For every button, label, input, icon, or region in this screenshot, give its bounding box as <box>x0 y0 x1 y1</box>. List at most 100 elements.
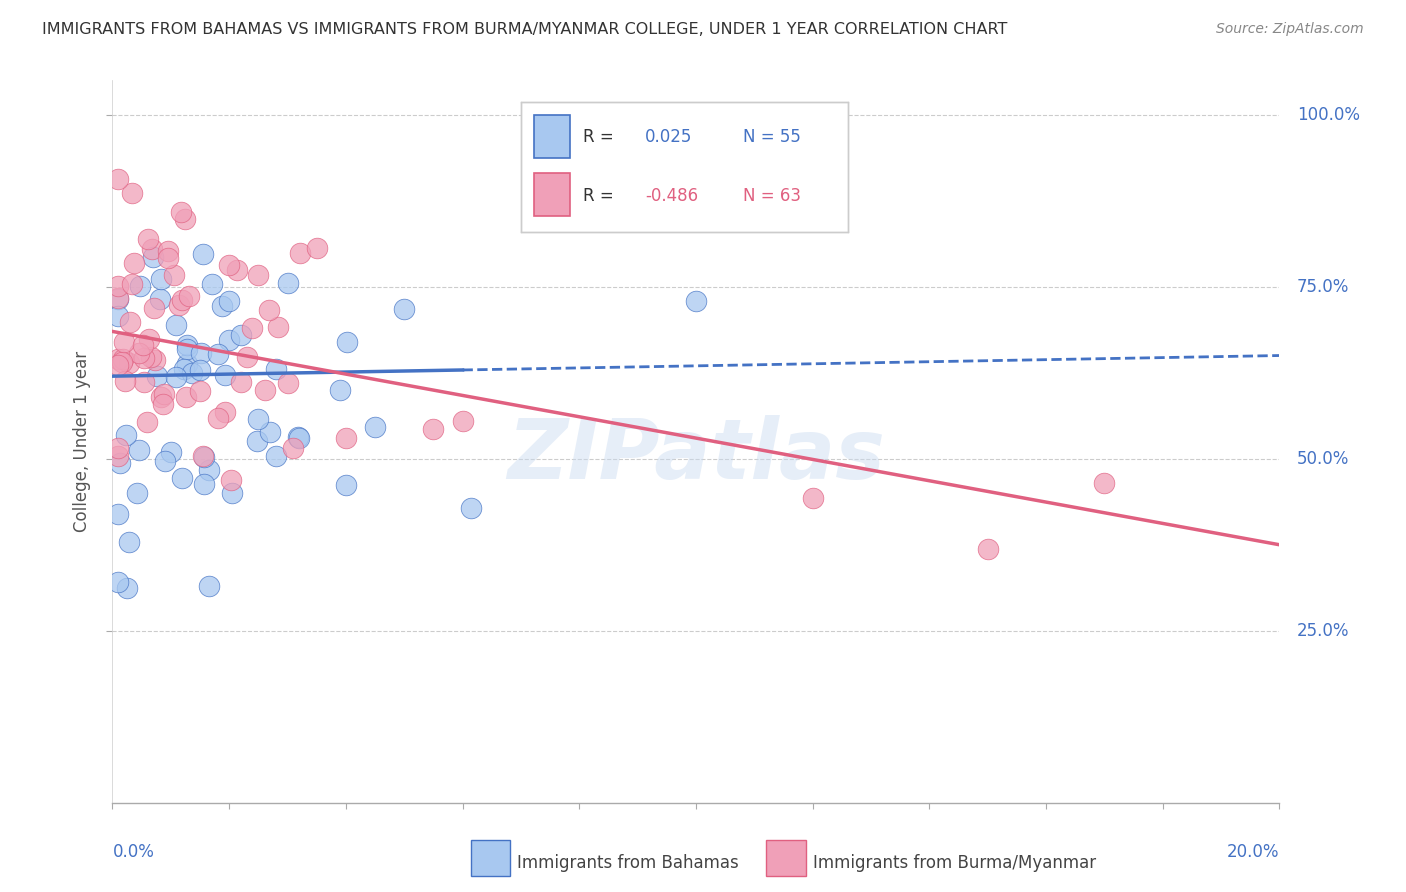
Point <box>153 387 176 401</box>
Point <box>226 263 249 277</box>
Point <box>221 486 243 500</box>
Point <box>145 369 167 384</box>
Point <box>118 356 141 370</box>
Point <box>129 278 152 293</box>
Point <box>247 268 270 282</box>
Point <box>112 334 135 349</box>
Point <box>153 454 176 468</box>
Point <box>124 256 146 270</box>
Point <box>136 232 159 246</box>
Text: Immigrants from Burma/Myanmar: Immigrants from Burma/Myanmar <box>813 855 1095 872</box>
Point <box>132 351 155 365</box>
Point <box>132 375 155 389</box>
Point <box>229 375 252 389</box>
Point <box>115 581 138 595</box>
Point <box>193 476 215 491</box>
Point <box>305 241 328 255</box>
Text: ZIPatlas: ZIPatlas <box>508 416 884 497</box>
Point <box>218 293 240 308</box>
Point <box>259 425 281 439</box>
Point <box>207 410 229 425</box>
Point <box>180 366 202 380</box>
Point <box>193 449 215 463</box>
Point <box>142 250 165 264</box>
Point <box>460 501 482 516</box>
Point <box>176 338 198 352</box>
Point <box>107 292 129 306</box>
Point <box>207 347 229 361</box>
Y-axis label: College, Under 1 year: College, Under 1 year <box>73 351 91 533</box>
Point <box>138 332 160 346</box>
Point <box>114 428 136 442</box>
Point <box>335 478 357 492</box>
Point <box>132 337 155 351</box>
Point <box>121 277 143 291</box>
Point <box>253 383 276 397</box>
Point <box>364 420 387 434</box>
Point <box>267 319 290 334</box>
Point <box>198 578 221 592</box>
Point <box>110 456 132 470</box>
Point <box>685 294 707 309</box>
Point <box>143 301 166 315</box>
Point <box>201 277 224 291</box>
Text: 100.0%: 100.0% <box>1296 105 1360 124</box>
Point <box>135 415 157 429</box>
Point <box>128 443 150 458</box>
Point <box>266 361 288 376</box>
Point <box>111 351 134 366</box>
Point <box>276 277 298 291</box>
Point <box>160 445 183 459</box>
Point <box>801 491 824 505</box>
Point <box>976 542 998 557</box>
Point <box>127 485 149 500</box>
Point <box>107 278 129 293</box>
Text: Immigrants from Bahamas: Immigrants from Bahamas <box>517 855 740 872</box>
Point <box>247 411 270 425</box>
Text: 50.0%: 50.0% <box>1296 450 1350 467</box>
Point <box>281 441 304 455</box>
Point <box>245 434 267 448</box>
Point <box>335 431 357 445</box>
Point <box>163 268 186 282</box>
Point <box>174 390 197 404</box>
Point <box>264 449 287 463</box>
Point <box>107 507 129 521</box>
Point <box>107 291 129 305</box>
Point <box>214 368 236 382</box>
Point <box>170 293 193 308</box>
Point <box>276 376 298 391</box>
Point <box>150 390 173 404</box>
Point <box>329 383 352 397</box>
Point <box>287 430 309 444</box>
Point <box>128 346 150 360</box>
Point <box>120 315 142 329</box>
Point <box>1094 475 1116 490</box>
Point <box>143 352 166 367</box>
Text: 20.0%: 20.0% <box>1227 843 1279 861</box>
Point <box>111 355 134 369</box>
Point <box>174 212 197 227</box>
Point <box>141 351 163 365</box>
Point <box>218 334 240 348</box>
Text: 75.0%: 75.0% <box>1296 277 1350 296</box>
Point <box>107 309 129 323</box>
Point <box>165 370 187 384</box>
Point <box>214 405 236 419</box>
Point <box>107 575 129 590</box>
Point <box>191 247 214 261</box>
Point <box>193 450 215 464</box>
Point <box>211 299 233 313</box>
Point <box>107 358 129 372</box>
Text: Source: ZipAtlas.com: Source: ZipAtlas.com <box>1216 22 1364 37</box>
Point <box>451 414 474 428</box>
Point <box>107 441 129 455</box>
Point <box>156 251 179 265</box>
Point <box>422 422 444 436</box>
Point <box>229 328 252 343</box>
Point <box>176 357 198 371</box>
Point <box>173 361 195 376</box>
Point <box>198 462 221 476</box>
Point <box>188 363 211 377</box>
Point <box>107 172 129 186</box>
